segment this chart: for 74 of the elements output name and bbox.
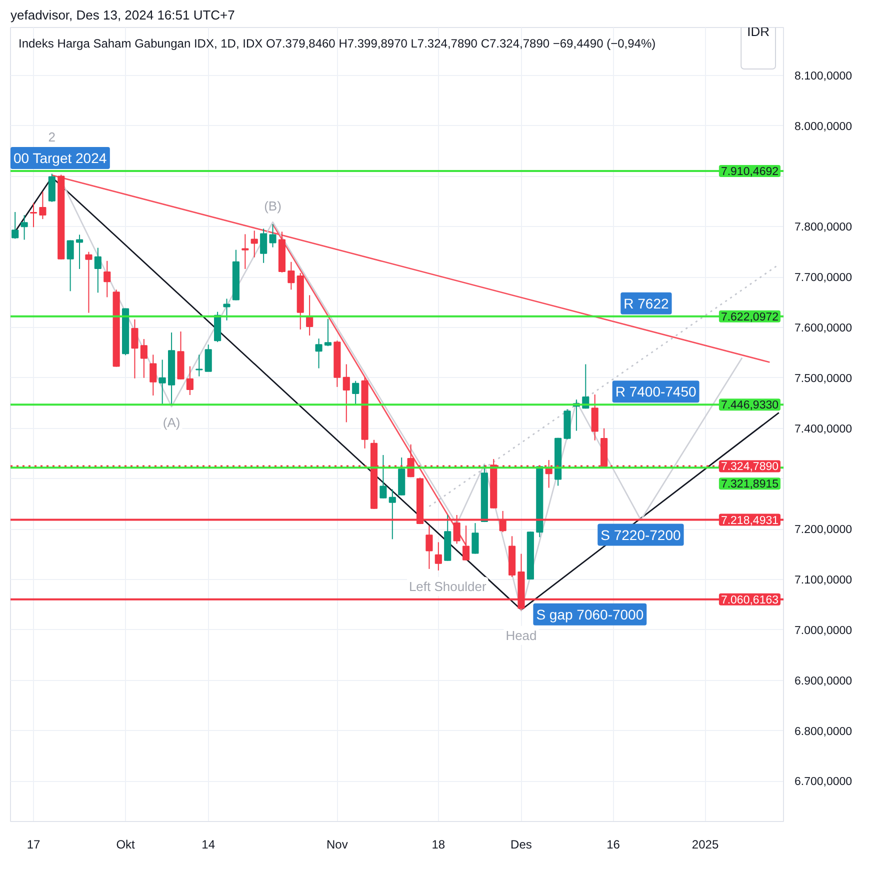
annotation: R 7622 bbox=[624, 295, 669, 312]
candlestick bbox=[426, 525, 433, 570]
candlestick bbox=[66, 240, 74, 292]
candlestick bbox=[131, 318, 138, 379]
y-tick-label: 7.000,0000 bbox=[794, 624, 852, 637]
candlestick bbox=[472, 522, 479, 554]
annotation: Left Shoulder bbox=[408, 578, 487, 594]
candlestick bbox=[380, 454, 387, 499]
annotation: 00 Target 2024 bbox=[14, 150, 107, 166]
y-tick-label: 8.000,0000 bbox=[794, 120, 852, 133]
candlestick bbox=[591, 394, 598, 441]
candlestick bbox=[39, 191, 46, 220]
x-tick-label: 17 bbox=[26, 838, 41, 852]
x-tick-label: 2025 bbox=[692, 838, 719, 852]
candlestick bbox=[288, 261, 295, 290]
y-tick-label: 7.100,0000 bbox=[794, 574, 852, 587]
candlestick bbox=[85, 251, 92, 314]
candlestick bbox=[196, 354, 203, 377]
x-tick-label: Okt bbox=[116, 838, 136, 852]
y-tick-label: 7.200,0000 bbox=[794, 524, 852, 536]
candlestick bbox=[94, 247, 102, 294]
text: Indeks Harga Saham Gabungan IDX, 1D, IDX O7.379,8460 H7.399,8970 L7.324,7890 C7.324,7890 −69,4490 (−0,94%) bbox=[18, 36, 656, 50]
candlestick bbox=[269, 224, 276, 248]
y-tick-label: 7.800,0000 bbox=[794, 222, 852, 234]
y-tick-label: 6.900,0000 bbox=[794, 675, 852, 688]
x-tick-label: Des bbox=[510, 838, 532, 852]
chart-subtitle: yefadvisor, Des 13, 2024 16:51 UTC+7 bbox=[10, 8, 235, 22]
candlestick bbox=[462, 525, 470, 561]
candlestick bbox=[306, 294, 314, 336]
ref-line-label: 7.324,7890 bbox=[720, 461, 779, 474]
ref-line-label: 7.622,0972 bbox=[720, 311, 779, 324]
ref-line-label: 7.321,8915 bbox=[720, 478, 779, 491]
annotation: R 7400-7450 bbox=[615, 384, 696, 400]
ref-line-label: 7.446,9330 bbox=[720, 400, 779, 412]
x-tick-label: Nov bbox=[326, 838, 348, 852]
annotation: S 7220-7200 bbox=[600, 526, 682, 543]
ref-line-label: 7.218,4931 bbox=[720, 514, 779, 527]
candlestick bbox=[324, 318, 332, 347]
y-tick-label: 6.800,0000 bbox=[794, 726, 852, 738]
candlestick bbox=[158, 359, 166, 406]
candlestick bbox=[150, 354, 157, 396]
y-tick-label: 7.500,0000 bbox=[794, 372, 852, 385]
candlestick bbox=[242, 234, 249, 270]
y-tick-label: 7.600,0000 bbox=[794, 322, 852, 334]
y-tick-label: 7.400,0000 bbox=[794, 423, 852, 436]
x-tick-label: 18 bbox=[432, 838, 446, 852]
y-tick-label: 8.100,0000 bbox=[794, 70, 852, 82]
candlestick bbox=[76, 234, 84, 270]
candlestick bbox=[140, 338, 148, 378]
candlestick bbox=[12, 212, 19, 240]
ref-line-label: 7.060,6163 bbox=[720, 594, 779, 606]
candlestick bbox=[250, 230, 258, 258]
candlestick bbox=[20, 214, 28, 240]
candlestick bbox=[315, 338, 322, 369]
candlestick bbox=[186, 366, 194, 396]
annotation: (B) bbox=[264, 198, 282, 214]
candlestick bbox=[260, 228, 268, 264]
x-tick-label: 14 bbox=[202, 838, 216, 852]
candlestick bbox=[388, 488, 396, 540]
candlestick bbox=[30, 202, 38, 228]
y-tick-label: 6.700,0000 bbox=[794, 776, 852, 788]
candlestick bbox=[223, 298, 230, 321]
annotation: (A) bbox=[162, 415, 180, 430]
candlestick bbox=[342, 364, 350, 423]
candlestick bbox=[104, 260, 111, 298]
annotation: S gap 7060-7000 bbox=[536, 606, 644, 622]
x-tick-label: 16 bbox=[606, 838, 620, 852]
candlestick bbox=[204, 344, 212, 372]
candlestick bbox=[434, 542, 442, 571]
ref-line-label: 7.910,4692 bbox=[720, 166, 779, 178]
annotation: Head bbox=[506, 628, 537, 643]
candlestick bbox=[352, 380, 360, 406]
y-tick-label: 7.700,0000 bbox=[794, 272, 852, 284]
annotation: 2 bbox=[48, 129, 56, 144]
